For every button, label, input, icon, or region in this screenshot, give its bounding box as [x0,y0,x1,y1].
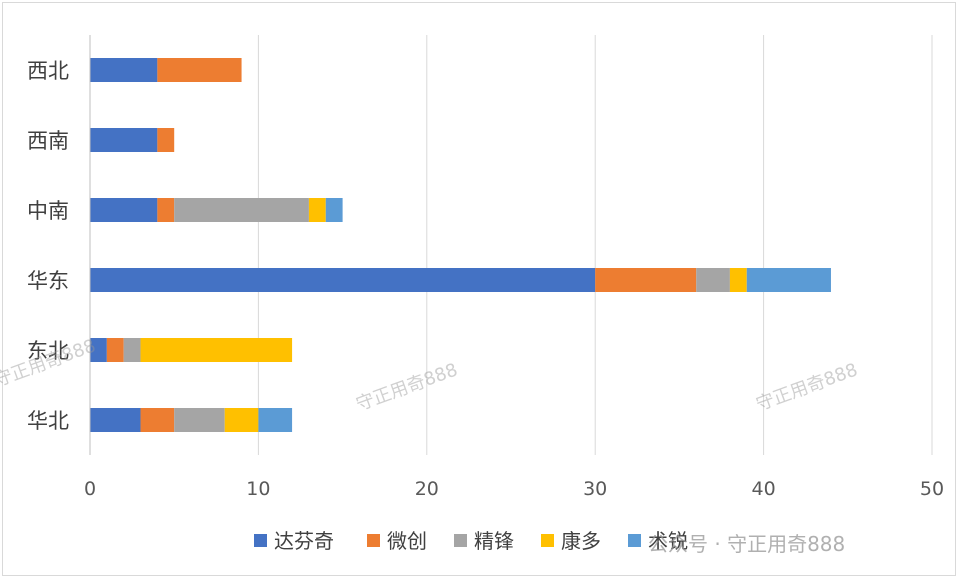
bar-segment [258,408,293,432]
legend-swatch [628,534,641,547]
y-tick-label: 东北 [27,339,69,363]
y-tick-label: 中南 [27,199,69,223]
bar-segment [90,58,158,82]
bar-segment [308,198,326,222]
bar-segment [595,268,697,292]
bar-segment [90,408,141,432]
bar-segment [106,338,124,362]
bar-segment [140,408,175,432]
bar-segment [123,338,141,362]
y-axis-labels: 华北 东北 华东 中南 西南 西北 [27,59,69,433]
bar-segment [90,198,158,222]
bar-segment [746,268,831,292]
legend-swatch [254,534,267,547]
gridlines [257,35,933,455]
y-tick-label: 华北 [27,409,69,433]
bar-segment [140,338,293,362]
legend-label: 精锋 [474,529,514,553]
bar-segment [90,338,107,362]
x-tick-label: 0 [84,478,96,500]
legend-label: 术锐 [648,529,688,553]
bar-segment [174,408,225,432]
x-tick-label: 10 [246,478,270,500]
bar-segment [729,268,747,292]
legend-swatch [454,534,467,547]
bar-segment [157,58,242,82]
y-tick-label: 西南 [27,129,69,153]
x-tick-label: 50 [920,478,944,500]
bar-segment [90,268,596,292]
bar-segment [157,128,175,152]
bar-segment [325,198,343,222]
y-tick-label: 华东 [27,269,69,293]
bar-segment [696,268,730,292]
legend-label: 康多 [561,529,601,553]
x-tick-label: 40 [752,478,776,500]
legend-swatch [367,534,380,547]
legend-swatch [541,534,554,547]
bars [90,58,831,432]
legend-label: 达芬奇 [274,529,334,553]
y-tick-label: 西北 [27,59,69,83]
legend: 达芬奇 微创 精锋 康多 术锐 [254,529,688,553]
x-axis-labels: 0 10 20 30 40 50 [84,478,944,500]
footer-watermark: 公众号 · 守正用奇888 [648,532,846,556]
bar-segment [90,128,158,152]
bar-segment [157,198,175,222]
bar-segment [224,408,259,432]
legend-label: 微创 [387,529,427,553]
x-tick-label: 30 [583,478,607,500]
x-tick-label: 20 [415,478,439,500]
bar-segment [174,198,309,222]
